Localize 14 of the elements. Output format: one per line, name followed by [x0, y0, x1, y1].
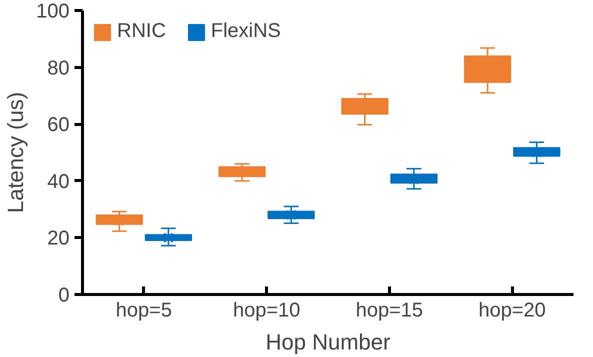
x-tick-label: hop=5 — [116, 300, 172, 322]
y-tick-label: 0 — [58, 284, 70, 306]
y-tick-label: 40 — [47, 170, 70, 193]
y-tick-label: 20 — [47, 228, 70, 250]
y-tick-label: 80 — [47, 57, 70, 80]
y-tick-label: 100 — [36, 0, 70, 22]
y-tick-label: 60 — [47, 114, 70, 136]
y-axis-title: Latency (us) — [3, 92, 28, 214]
x-tick-label: hop=15 — [356, 300, 424, 322]
x-tick-label: hop=10 — [232, 300, 300, 322]
x-axis-title: Hop Number — [266, 330, 390, 354]
legend-label: FlexiNS — [210, 20, 281, 43]
legend-label: RNIC — [117, 20, 166, 43]
x-tick-label: hop=20 — [478, 300, 546, 322]
